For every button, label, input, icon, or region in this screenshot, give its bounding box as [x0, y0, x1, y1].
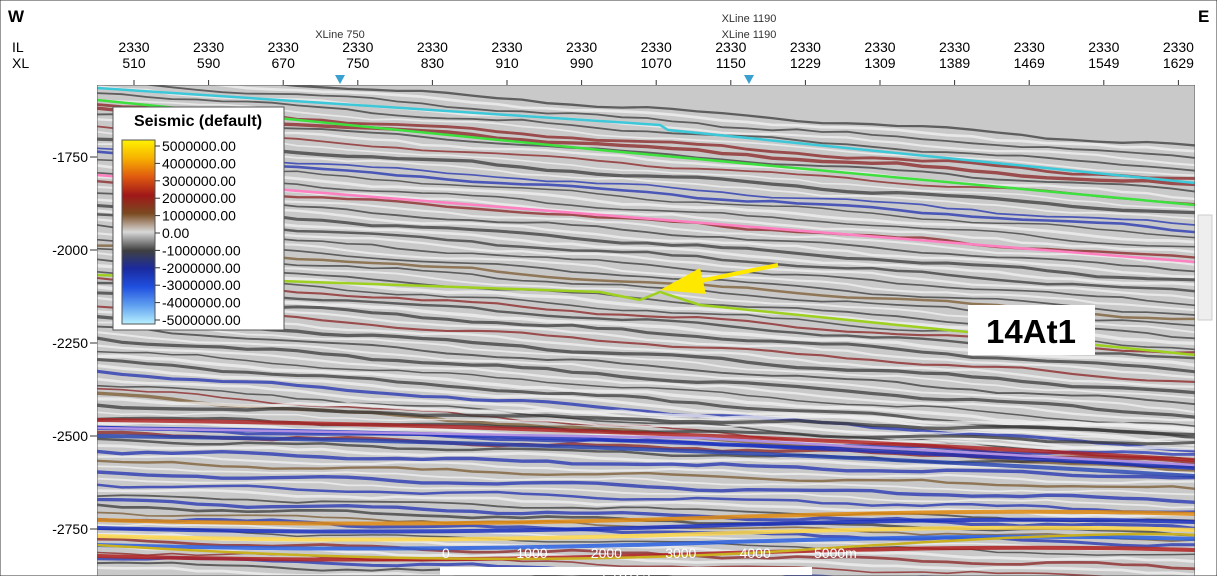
crossline-label: 1389 — [939, 55, 970, 71]
annotation-label: 14At1 — [986, 313, 1076, 350]
inline-label: 2330 — [864, 39, 895, 55]
legend-entry: 3000000.00 — [162, 173, 236, 189]
scale-tick-label: 5000m — [814, 545, 857, 561]
depth-tick-label: -2750 — [52, 521, 88, 537]
depth-tick-label: -2000 — [52, 242, 88, 258]
legend-entry: 2000000.00 — [162, 190, 236, 206]
crossline-label: 590 — [197, 55, 221, 71]
inline-label: 2330 — [790, 39, 821, 55]
scale-tick-label: 4000 — [740, 545, 771, 561]
inline-label: 2330 — [566, 39, 597, 55]
crossline-label: 670 — [272, 55, 296, 71]
east-label: E — [1198, 7, 1209, 26]
legend-entry: -4000000.00 — [162, 295, 241, 311]
legend-entry: -3000000.00 — [162, 277, 241, 293]
crossline-label: 1629 — [1163, 55, 1194, 71]
legend-entry: -2000000.00 — [162, 260, 241, 276]
scale-tick-label: 2000 — [591, 545, 622, 561]
legend-entry: -1000000.00 — [162, 242, 241, 258]
crossline-label: 1070 — [641, 55, 672, 71]
crossline-label: 750 — [346, 55, 370, 71]
crossline-label: 1549 — [1088, 55, 1119, 71]
seismic-view: WEILXL2330510233059023306702330750233083… — [0, 0, 1217, 576]
inline-label: 2330 — [417, 39, 448, 55]
marker-label: XLine 1190 — [722, 29, 777, 41]
crossline-label: 910 — [495, 55, 519, 71]
inline-label: 2330 — [715, 39, 746, 55]
crossline-label: 1150 — [716, 55, 746, 71]
crossline-label: 990 — [570, 55, 594, 71]
il-label: IL — [12, 39, 24, 55]
inline-label: 2330 — [491, 39, 522, 55]
crossline-label: 830 — [421, 55, 445, 71]
legend-entry: 4000000.00 — [162, 155, 236, 171]
xl-label: XL — [12, 55, 29, 71]
scale-ratio: 1:78125 — [600, 565, 651, 576]
legend-entry: 1000000.00 — [162, 208, 236, 224]
depth-tick-label: -2500 — [52, 428, 88, 444]
legend-entry: 5000000.00 — [162, 138, 236, 154]
depth-tick-label: -2250 — [52, 335, 88, 351]
inline-label: 2330 — [268, 39, 299, 55]
marker-label: XLine 750 — [315, 29, 365, 41]
color-bar — [122, 140, 155, 324]
inline-label: 2330 — [342, 39, 373, 55]
inline-label: 2330 — [641, 39, 672, 55]
inline-label: 2330 — [939, 39, 970, 55]
west-label: W — [8, 7, 25, 26]
scrollbar[interactable] — [1198, 215, 1212, 320]
marker-label: XLine 1190 — [722, 13, 777, 25]
inline-label: 2330 — [118, 39, 149, 55]
inline-label: 2330 — [1163, 39, 1194, 55]
crossline-label: 1229 — [790, 55, 821, 71]
inline-label: 2330 — [193, 39, 224, 55]
legend-title: Seismic (default) — [134, 113, 262, 130]
scale-tick-label: 1000 — [516, 545, 547, 561]
crossline-label: 1309 — [864, 55, 895, 71]
depth-tick-label: -1750 — [52, 149, 88, 165]
inline-label: 2330 — [1014, 39, 1045, 55]
scale-tick-label: 3000 — [665, 545, 696, 561]
inline-label: 2330 — [1088, 39, 1119, 55]
crossline-label: 510 — [122, 55, 146, 71]
legend-entry: -5000000.00 — [162, 312, 241, 328]
crossline-label: 1469 — [1014, 55, 1045, 71]
scale-tick-label: 0 — [442, 545, 450, 561]
legend-entry: 0.00 — [162, 225, 189, 241]
